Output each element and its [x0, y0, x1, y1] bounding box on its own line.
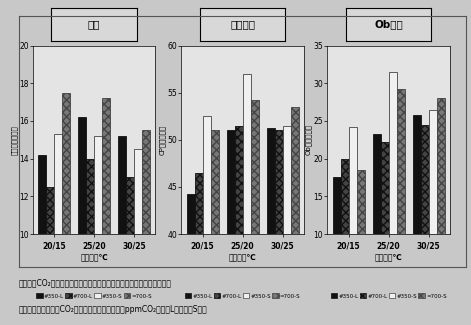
Text: ３５０：現大気中CO₂濃度、　７００：７００ppmCO₂濃度、L：集身、S：茎: ３５０：現大気中CO₂濃度、 ７００：７００ppmCO₂濃度、L：集身、S：茎 — [19, 306, 208, 315]
Bar — [86, 159, 94, 325]
Y-axis label: CPの割合、％: CPの割合、％ — [159, 125, 166, 155]
Bar — [227, 130, 235, 325]
Bar — [195, 173, 203, 325]
Bar — [134, 149, 142, 325]
Text: 図１．高CO₂・牛育気温がオーチャードグラスの栄養成分に及ぼす影響: 図１．高CO₂・牛育気温がオーチャードグラスの栄養成分に及ぼす影響 — [19, 278, 172, 287]
Text: 灰分: 灰分 — [88, 20, 100, 29]
Y-axis label: Obの割合、％: Obの割合、％ — [305, 124, 312, 155]
Bar — [333, 177, 341, 309]
Bar — [211, 130, 219, 325]
Bar — [397, 89, 405, 309]
Bar — [142, 130, 150, 325]
Bar — [275, 130, 283, 325]
Bar — [357, 170, 365, 309]
Bar — [38, 155, 46, 325]
Bar — [381, 142, 389, 309]
Bar — [54, 134, 62, 325]
Bar — [413, 115, 421, 309]
Legend: #350-L, #700-L, #350-S, =700-S: #350-L, #700-L, #350-S, =700-S — [331, 293, 447, 299]
Bar — [421, 125, 429, 309]
Bar — [349, 127, 357, 309]
X-axis label: 生育温度℃: 生育温度℃ — [375, 252, 402, 261]
Bar — [243, 74, 251, 325]
Bar — [341, 159, 349, 309]
Bar — [373, 135, 381, 309]
Bar — [118, 136, 126, 325]
X-axis label: 生育温度℃: 生育温度℃ — [229, 252, 256, 261]
Text: 粗蛋白質: 粗蛋白質 — [230, 20, 255, 29]
Bar — [46, 187, 54, 325]
X-axis label: 生育温度℃: 生育温度℃ — [81, 252, 108, 261]
Bar — [187, 194, 195, 325]
Bar — [235, 125, 243, 325]
Bar — [203, 116, 211, 325]
Bar — [429, 110, 437, 309]
Bar — [267, 128, 275, 325]
Text: Ob分画: Ob分画 — [374, 20, 403, 29]
Bar — [126, 177, 134, 325]
Bar — [291, 107, 299, 325]
Bar — [251, 100, 259, 325]
Bar — [62, 93, 70, 325]
Bar — [437, 98, 445, 309]
Legend: #350-L, #700-L, #350-S, =700-S: #350-L, #700-L, #350-S, =700-S — [185, 293, 300, 299]
Bar — [283, 125, 291, 325]
Legend: #350-L, #700-L, #350-S, =700-S: #350-L, #700-L, #350-S, =700-S — [36, 293, 152, 299]
Bar — [102, 98, 110, 325]
Bar — [94, 136, 102, 325]
Y-axis label: 灰分の割合、％: 灰分の割合、％ — [11, 125, 18, 155]
Bar — [389, 72, 397, 309]
Bar — [78, 117, 86, 325]
